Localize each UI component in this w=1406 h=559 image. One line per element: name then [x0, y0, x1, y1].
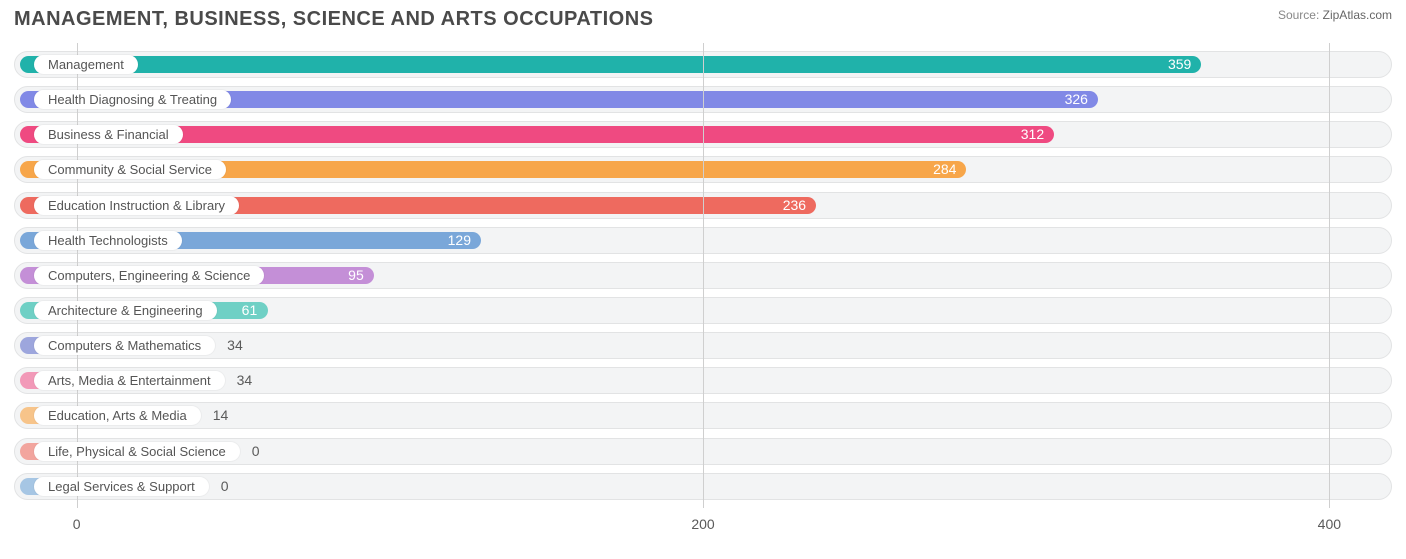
category-pill: Community & Social Service	[34, 160, 226, 179]
category-pill: Architecture & Engineering	[34, 301, 217, 320]
bar-value-label: 34	[237, 372, 253, 388]
bar-value-label: 61	[242, 302, 258, 318]
source-site: ZipAtlas.com	[1323, 8, 1392, 22]
bar-value-label: 0	[252, 443, 260, 459]
category-pill: Education, Arts & Media	[34, 406, 201, 425]
bar-value-label: 312	[1021, 126, 1044, 142]
source-attribution: Source: ZipAtlas.com	[1278, 8, 1392, 22]
gridline	[1329, 43, 1330, 508]
category-pill: Health Diagnosing & Treating	[34, 90, 231, 109]
category-pill: Arts, Media & Entertainment	[34, 371, 225, 390]
chart-title: MANAGEMENT, BUSINESS, SCIENCE AND ARTS O…	[14, 8, 653, 31]
bar-value-label: 359	[1168, 56, 1191, 72]
bar-value-label: 95	[348, 267, 364, 283]
bar-value-label: 284	[933, 161, 956, 177]
category-pill: Management	[34, 55, 138, 74]
category-pill: Legal Services & Support	[34, 477, 209, 496]
bar-value-label: 0	[221, 478, 229, 494]
category-pill: Education Instruction & Library	[34, 196, 239, 215]
category-pill: Business & Financial	[34, 125, 183, 144]
category-pill: Computers & Mathematics	[34, 336, 215, 355]
chart-area: Management 359 Health Diagnosing & Treatin…	[14, 43, 1392, 538]
x-axis-tick-label: 200	[691, 516, 714, 532]
bar-value-label: 34	[227, 337, 243, 353]
bar-value-label: 129	[448, 232, 471, 248]
bar-value-label: 14	[213, 407, 229, 423]
category-pill: Life, Physical & Social Science	[34, 442, 240, 461]
chart-header: MANAGEMENT, BUSINESS, SCIENCE AND ARTS O…	[14, 8, 1392, 31]
chart-plot: Management 359 Health Diagnosing & Treatin…	[14, 43, 1392, 538]
category-pill: Health Technologists	[34, 231, 182, 250]
source-label: Source:	[1278, 8, 1319, 22]
x-axis-tick-label: 400	[1318, 516, 1341, 532]
bar-value-label: 236	[783, 197, 806, 213]
x-axis-tick-label: 0	[73, 516, 81, 532]
category-pill: Computers, Engineering & Science	[34, 266, 264, 285]
bar-value-label: 326	[1065, 91, 1088, 107]
gridline	[703, 43, 704, 508]
bar-fill	[20, 56, 1201, 73]
